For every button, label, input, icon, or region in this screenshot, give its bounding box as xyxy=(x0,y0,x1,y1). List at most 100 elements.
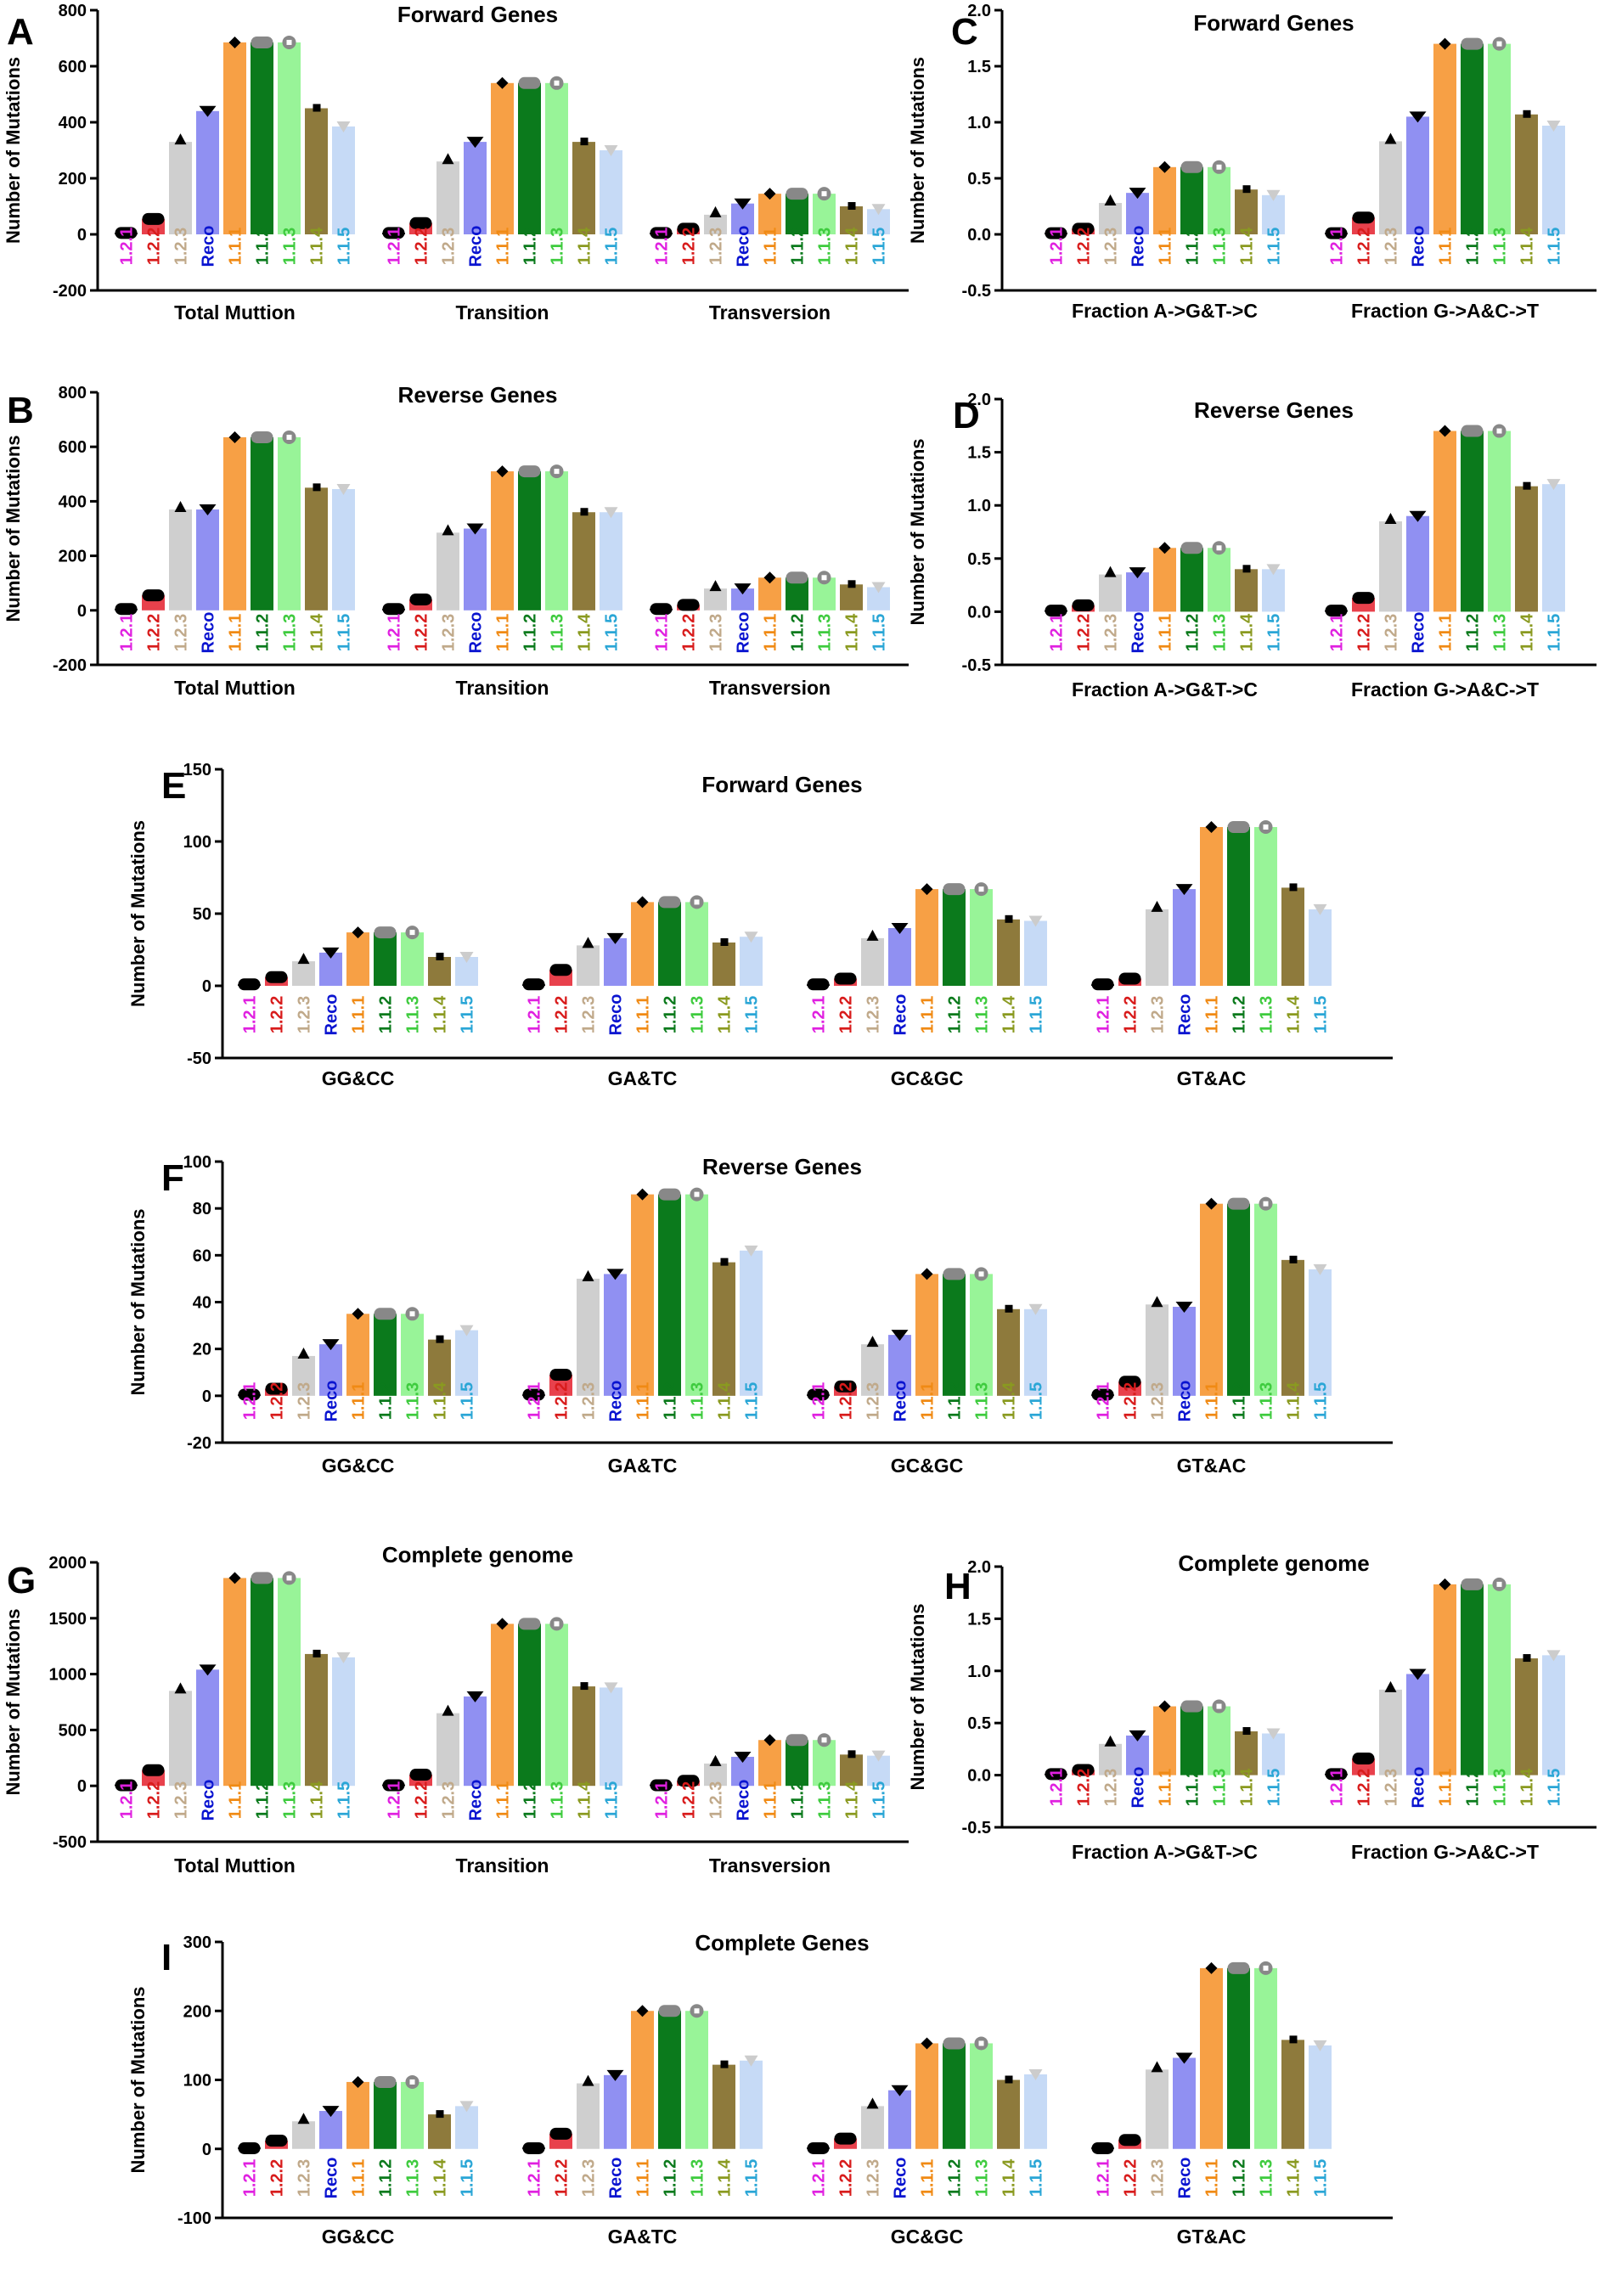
category-label: 1.1.1 xyxy=(494,1781,513,1819)
bar xyxy=(374,2081,397,2149)
data-point xyxy=(142,212,165,225)
group-label: GT&AC xyxy=(1177,1067,1247,1089)
category-label: 1.1.1 xyxy=(227,614,245,651)
data-point xyxy=(251,36,273,48)
data-point xyxy=(1158,1700,1171,1713)
y-tick-label: 0.0 xyxy=(967,1767,991,1786)
panel-letter: D xyxy=(953,395,980,436)
bar xyxy=(712,2064,735,2149)
data-point xyxy=(1151,2061,1163,2073)
y-tick-label: 1000 xyxy=(49,1666,87,1685)
category-label: 1.1.2 xyxy=(789,1781,808,1819)
data-point-center xyxy=(1263,824,1269,830)
category-label: 1.1.1 xyxy=(1203,996,1222,1033)
y-tick-label: 0 xyxy=(77,226,87,245)
bar xyxy=(704,214,727,234)
data-point xyxy=(834,1380,857,1393)
data-point xyxy=(374,926,397,939)
bar xyxy=(1488,43,1511,234)
category-label: 1.2.2 xyxy=(680,614,699,651)
data-point xyxy=(786,571,808,584)
bar xyxy=(704,1763,727,1787)
category-label: 1.2.2 xyxy=(413,614,431,651)
y-tick-label: 1.0 xyxy=(967,1663,991,1681)
data-point xyxy=(763,1734,776,1747)
y-tick-label: 150 xyxy=(183,761,211,779)
category-label: Reco xyxy=(892,994,910,1036)
data-point-center xyxy=(1216,545,1222,551)
bar xyxy=(1309,2045,1332,2149)
data-point xyxy=(1546,120,1561,132)
data-point xyxy=(734,198,752,210)
data-point xyxy=(228,430,241,443)
bar xyxy=(196,110,219,234)
data-point xyxy=(606,2069,624,2081)
y-tick-label: 0 xyxy=(77,602,87,621)
category-label: 1.2.1 xyxy=(1048,1769,1067,1806)
y-axis-label: Number of Mutations xyxy=(3,436,24,622)
data-point xyxy=(199,504,217,516)
category-label: 1.2.3 xyxy=(580,2159,599,2197)
bar xyxy=(196,509,219,611)
category-label: 1.2.3 xyxy=(707,614,726,651)
bar xyxy=(1379,141,1402,234)
panel-A: A Forward Genes Number of Mutations -200 0 20… xyxy=(3,2,909,324)
bar xyxy=(631,2011,654,2149)
bar xyxy=(305,108,328,234)
category-label: 1.2.1 xyxy=(526,1382,544,1420)
bar xyxy=(970,1274,993,1396)
category-label: 1.1.3 xyxy=(404,996,423,1033)
data-point xyxy=(582,937,594,948)
category-label: Reco xyxy=(607,2158,626,2199)
category-label: 1.1.3 xyxy=(1491,228,1510,265)
bar xyxy=(1153,1706,1176,1775)
category-label: 1.1.4 xyxy=(716,1382,735,1420)
data-point xyxy=(871,582,886,594)
data-point xyxy=(1028,2069,1043,2080)
bar xyxy=(1515,486,1538,612)
data-point xyxy=(174,133,187,145)
data-point xyxy=(409,1769,432,1781)
data-point xyxy=(1313,903,1327,915)
category-label: 1.1.3 xyxy=(1258,1382,1276,1420)
category-label: 1.2.3 xyxy=(864,1382,883,1420)
category-label: 1.1.4 xyxy=(308,1781,327,1819)
bar xyxy=(319,1344,342,1396)
category-label: 1.2.2 xyxy=(268,2159,287,2197)
category-label: 1.1.2 xyxy=(254,614,273,651)
category-label: 1.2.3 xyxy=(296,996,314,1033)
bar xyxy=(1099,574,1122,612)
category-label: Reco xyxy=(1129,1767,1148,1809)
category-label: 1.1.1 xyxy=(1203,2159,1222,2197)
y-tick-label: 1.5 xyxy=(967,58,991,76)
data-point xyxy=(1523,1654,1531,1663)
category-label: Reco xyxy=(467,612,486,654)
bar xyxy=(1208,166,1230,234)
category-label: 1.2.3 xyxy=(707,1781,726,1819)
bar xyxy=(1379,1689,1402,1775)
bar xyxy=(577,2083,600,2149)
data-point xyxy=(1158,160,1171,173)
bar xyxy=(1227,1203,1250,1396)
y-tick-label: 80 xyxy=(193,1200,211,1218)
data-point xyxy=(1384,1680,1397,1692)
data-point xyxy=(866,1336,879,1348)
category-label: 1.1.2 xyxy=(946,2159,965,2197)
category-label: 1.2.2 xyxy=(680,1781,699,1819)
chart-title: Forward Genes xyxy=(397,2,558,27)
bar xyxy=(740,937,763,986)
category-label: Reco xyxy=(323,2158,341,2199)
y-tick-label: -50 xyxy=(187,1050,211,1068)
bar xyxy=(1126,1735,1149,1775)
category-label: 1.1.5 xyxy=(1265,228,1284,265)
data-point xyxy=(744,2055,758,2067)
category-label: 1.2.2 xyxy=(1122,996,1140,1033)
bar xyxy=(1180,166,1203,234)
data-point xyxy=(1461,425,1484,437)
category-label: 1.1.5 xyxy=(743,996,762,1033)
data-point xyxy=(382,1779,405,1792)
y-tick-label: 2.0 xyxy=(967,1558,991,1577)
panel-C: C Forward Genes Number of Mutations -0.5 0.0… xyxy=(907,2,1597,322)
data-point xyxy=(1289,1255,1298,1263)
